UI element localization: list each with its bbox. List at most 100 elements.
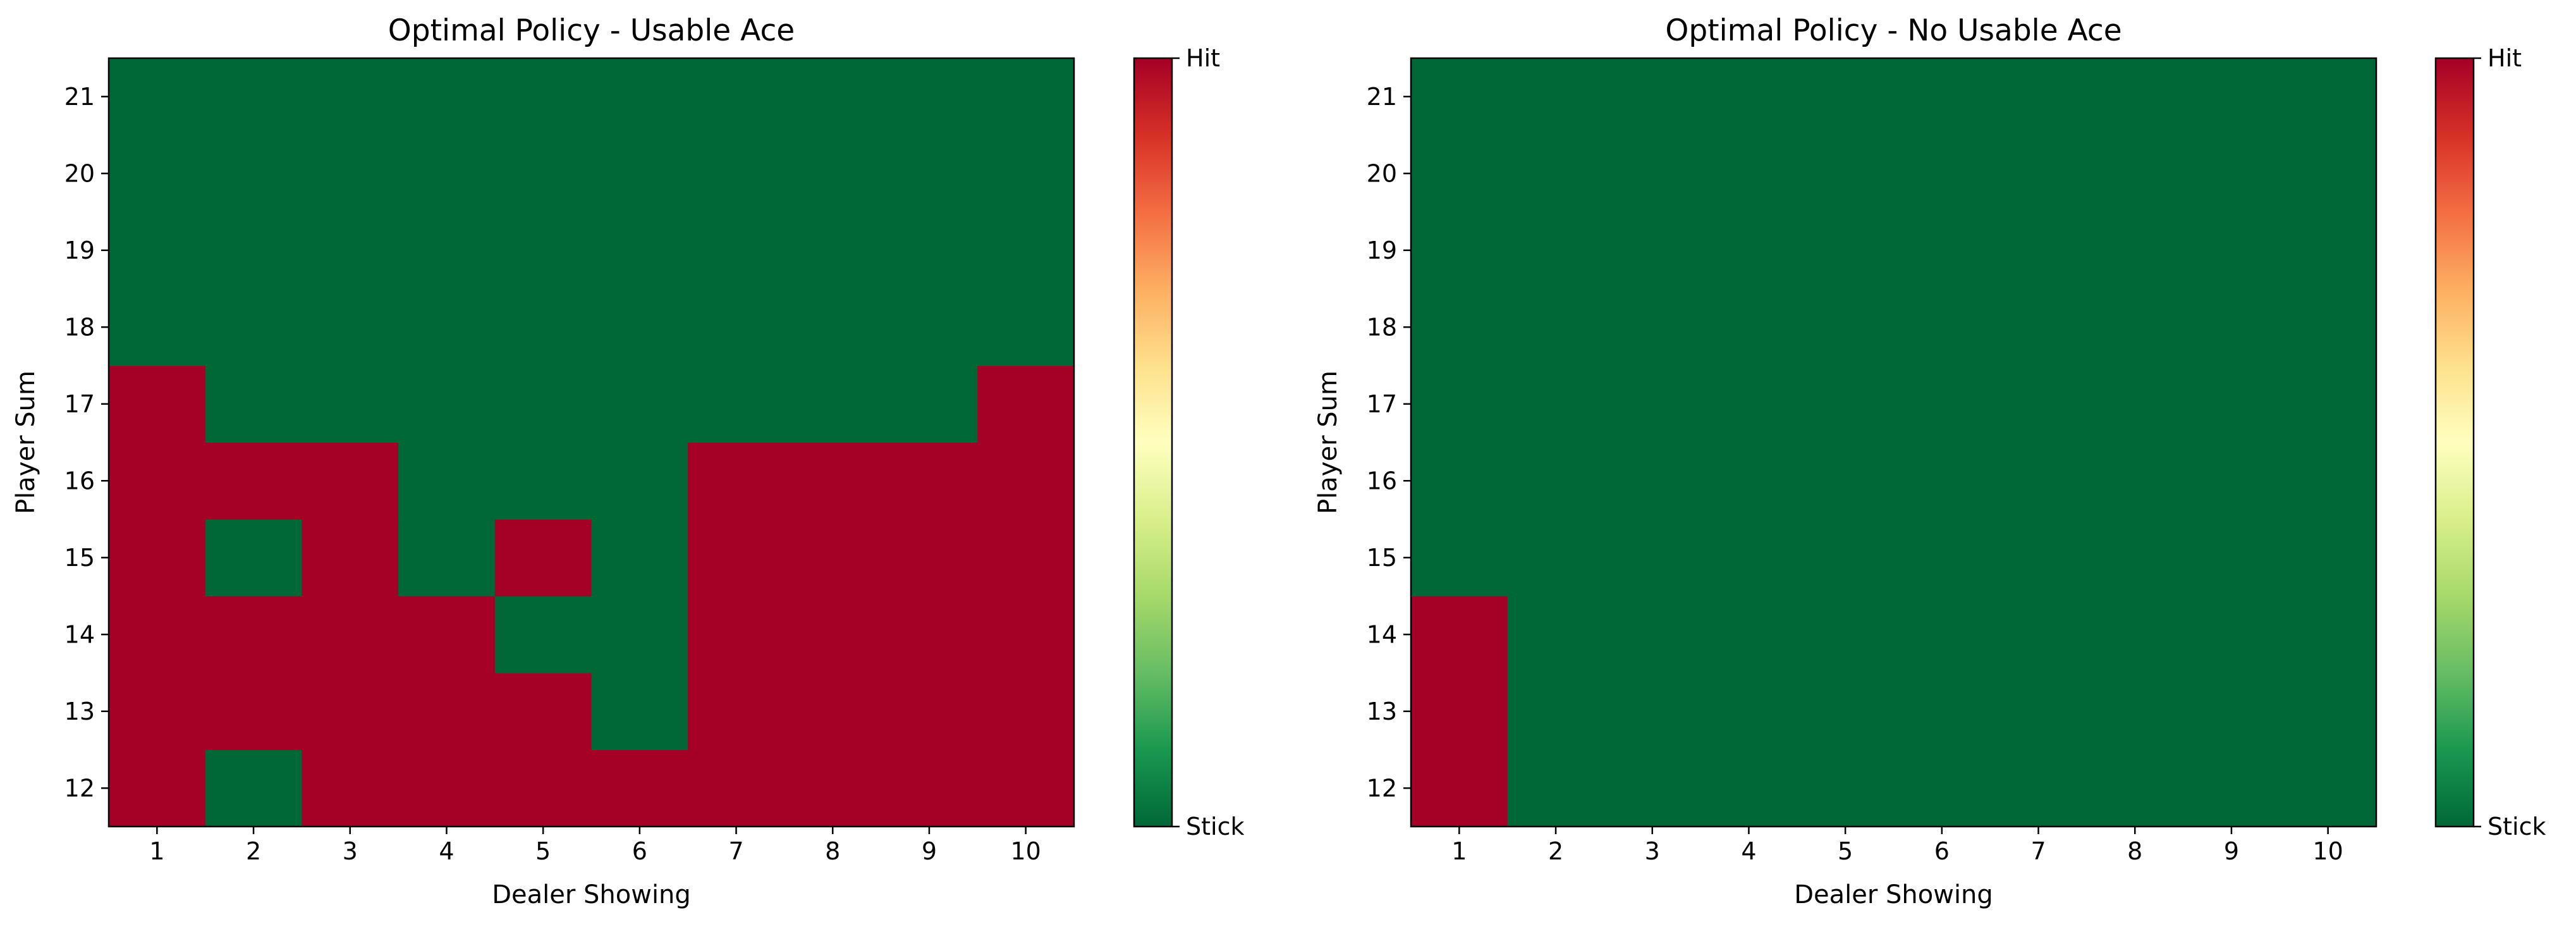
heatmap-cell (1411, 596, 1508, 674)
heatmap-cell (1797, 58, 1895, 136)
heatmap-cell (1604, 288, 1701, 366)
heatmap-cell (1990, 212, 2087, 290)
heatmap-cell (1893, 366, 1991, 443)
heatmap-cell (398, 673, 496, 751)
x-tick-label: 3 (343, 837, 358, 865)
heatmap-cell (688, 135, 785, 212)
heatmap-cell (2183, 596, 2280, 674)
heatmap-cell (302, 212, 399, 290)
heatmap-cell (591, 212, 688, 290)
heatmap-cell (302, 749, 399, 827)
heatmap-cell (1700, 212, 1798, 290)
heatmap-cell (1893, 673, 1991, 751)
y-tick-label: 14 (1367, 620, 1397, 648)
heatmap-cell (1700, 58, 1798, 136)
plot-frame (107, 57, 1075, 828)
heatmap-cell (1411, 366, 1508, 443)
heatmap-cell (1893, 212, 1991, 290)
heatmap-cell (591, 596, 688, 674)
heatmap-cell (1797, 212, 1895, 290)
heatmap-cell (205, 288, 302, 366)
heatmap-cell (1507, 442, 1604, 520)
y-tick-label: 18 (64, 313, 95, 341)
heatmap-cell (1990, 442, 2087, 520)
heatmap-cell (1893, 519, 1991, 597)
heatmap-cell (1507, 58, 1604, 136)
x-tick-label: 5 (535, 837, 551, 865)
heatmap-cell (784, 366, 882, 443)
heatmap-cell (1893, 58, 1991, 136)
heatmap-cell (1507, 519, 1604, 597)
heatmap-cell (2086, 288, 2184, 366)
heatmap-cell (302, 288, 399, 366)
heatmap-cell (1604, 749, 1701, 827)
heatmap-cell (784, 673, 882, 751)
x-tick-label: 2 (1548, 837, 1563, 865)
heatmap-cell (1893, 596, 1991, 674)
heatmap-cell (398, 749, 496, 827)
heatmap-cell (2183, 519, 2280, 597)
heatmap-cell (109, 596, 206, 674)
heatmap-cell (977, 596, 1075, 674)
heatmap-cell (2086, 673, 2184, 751)
heatmap-cell (591, 288, 688, 366)
heatmap-cell (1797, 135, 1895, 212)
y-axis-label: Player Sum (11, 371, 40, 514)
heatmap-cell (881, 58, 978, 136)
heatmap-cell (977, 288, 1075, 366)
y-tick-label: 14 (64, 620, 95, 648)
heatmap-cell (688, 442, 785, 520)
heatmap-cells (109, 58, 1075, 827)
x-tick-label: 7 (728, 837, 743, 865)
y-tick-label: 13 (1367, 698, 1397, 725)
heatmap-cell (109, 288, 206, 366)
heatmap-cell (494, 58, 592, 136)
heatmap-cell (1700, 749, 1798, 827)
heatmap-cell (881, 519, 978, 597)
heatmap-cell (1411, 212, 1508, 290)
heatmap-cell (688, 749, 785, 827)
heatmap-cell (1990, 519, 2087, 597)
heatmap-cell (1411, 519, 1508, 597)
heatmap-cell (2280, 366, 2377, 443)
heatmap-cell (591, 135, 688, 212)
heatmap-cell (1507, 135, 1604, 212)
heatmap-cell (398, 58, 496, 136)
heatmap-cell (2183, 288, 2280, 366)
heatmap-cell (977, 135, 1075, 212)
heatmap-cell (494, 212, 592, 290)
heatmap-cell (494, 673, 592, 751)
heatmap-cell (1604, 58, 1701, 136)
heatmap-cell (1700, 366, 1798, 443)
heatmap-cell (2086, 596, 2184, 674)
heatmap-cell (205, 135, 302, 212)
plot-frame (1410, 57, 2378, 828)
heatmap-cell (494, 519, 592, 597)
heatmap-cell (2086, 135, 2184, 212)
heatmap-cell (591, 58, 688, 136)
heatmap-cell (1604, 135, 1701, 212)
heatmap-cell (2280, 58, 2377, 136)
colorbar-tick-label: Stick (2487, 813, 2546, 840)
heatmap-cell (1797, 519, 1895, 597)
heatmap-cell (205, 673, 302, 751)
x-tick-label: 4 (1741, 837, 1756, 865)
heatmap-cell (1893, 288, 1991, 366)
colorbar-tick-label: Hit (2487, 44, 2522, 72)
heatmap-cell (302, 519, 399, 597)
heatmap-cell (1411, 288, 1508, 366)
heatmap-cell (109, 212, 206, 290)
x-tick-label: 5 (1838, 837, 1853, 865)
colorbar: Stick Hit (2434, 44, 2546, 840)
x-tick-label: 3 (1645, 837, 1660, 865)
heatmap-cell (881, 673, 978, 751)
heatmap-cell (302, 58, 399, 136)
heatmap-cell (1797, 288, 1895, 366)
heatmap-cell (591, 673, 688, 751)
heatmap-cell (2183, 673, 2280, 751)
x-tick-label: 8 (825, 837, 840, 865)
heatmap-cell (1700, 596, 1798, 674)
